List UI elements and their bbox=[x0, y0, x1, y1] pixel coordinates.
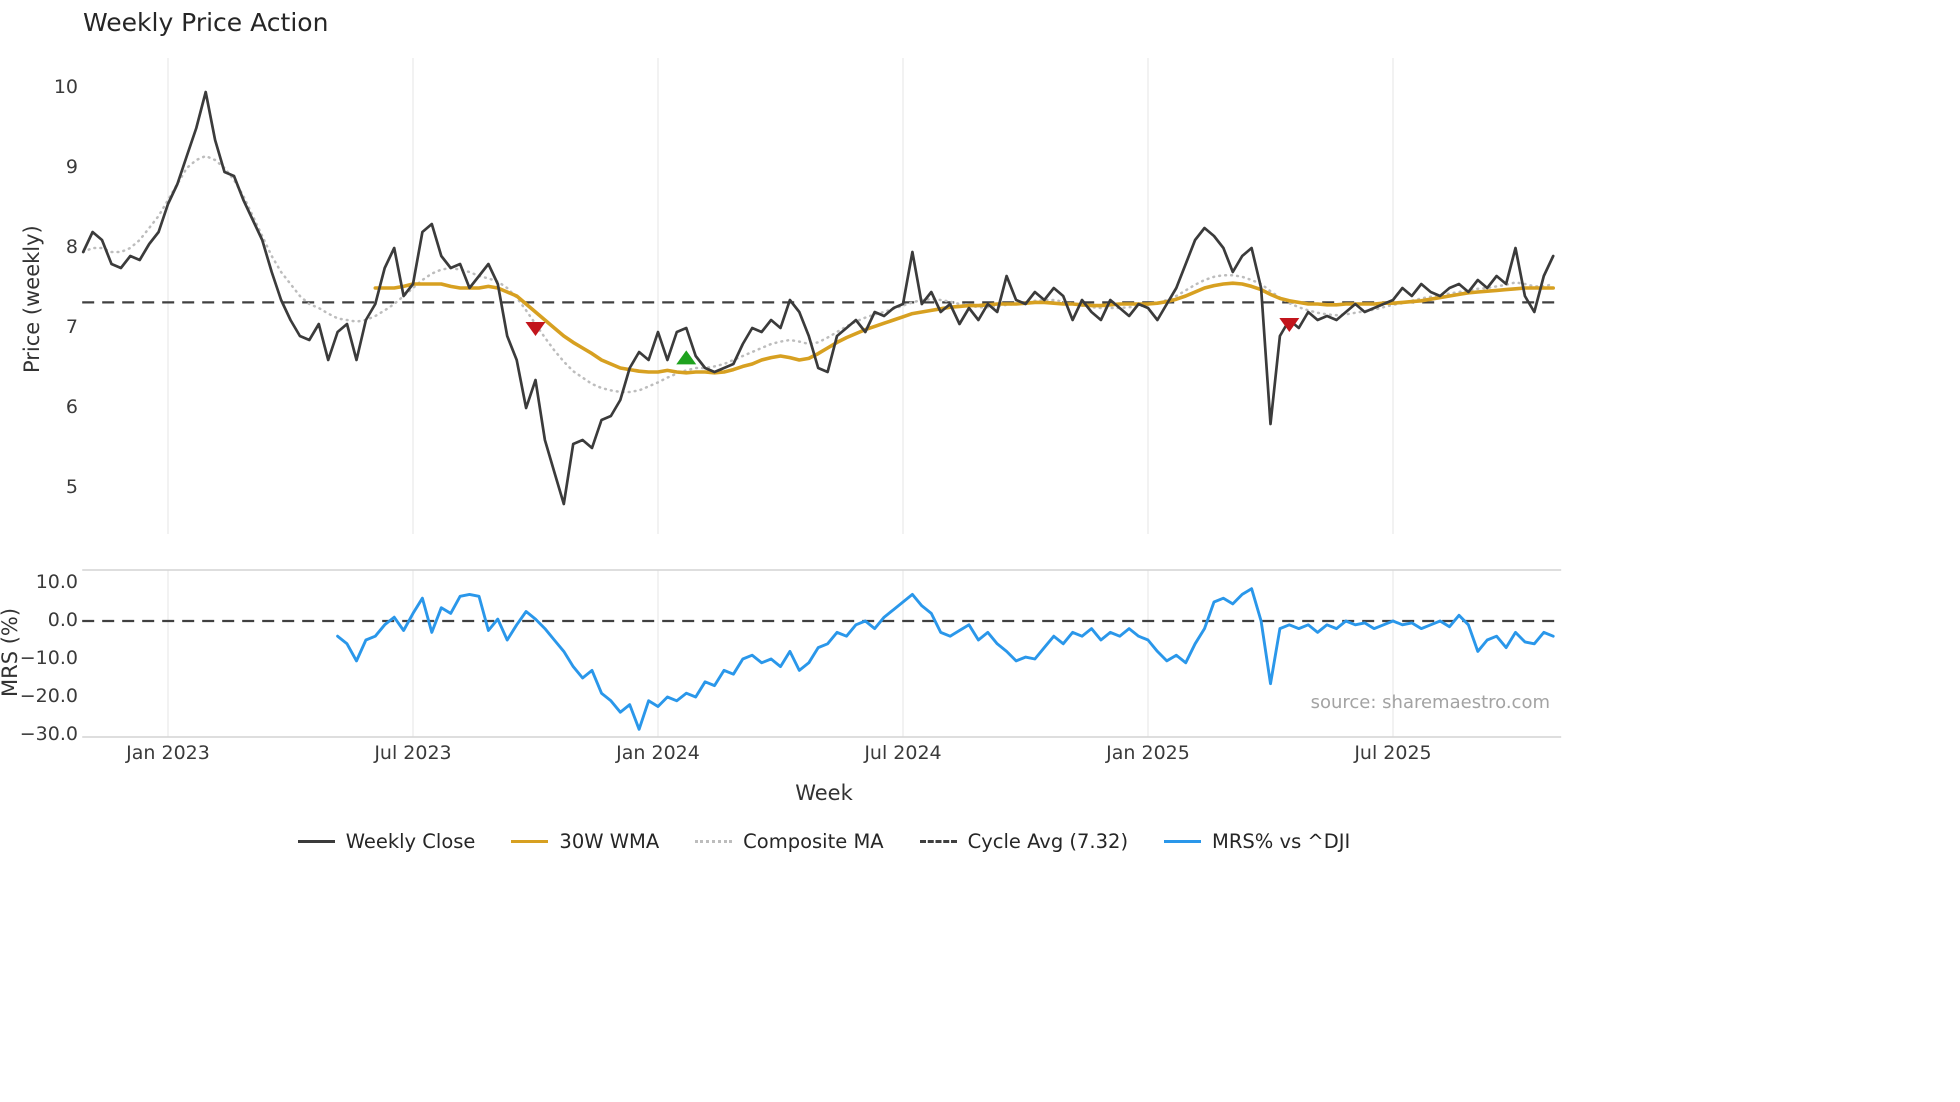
legend-label-weekly-close: Weekly Close bbox=[345, 830, 476, 853]
mrs-axis-label: MRS (%) bbox=[0, 607, 22, 697]
price-tick-8: 8 bbox=[65, 236, 78, 258]
x-tick-jul-2025: Jul 2025 bbox=[1354, 742, 1432, 764]
mrs-line bbox=[336, 587, 1555, 731]
signal-markers-group bbox=[525, 318, 1300, 365]
mrs-line-swatch-icon bbox=[1164, 840, 1202, 843]
mrs-tick-0: 0.0 bbox=[47, 609, 78, 631]
wma-line-swatch-icon bbox=[511, 840, 549, 843]
mrs-series-group bbox=[82, 587, 1562, 731]
legend-item-cycle-avg: Cycle Avg (7.32) bbox=[919, 830, 1129, 853]
composite-ma-line bbox=[81, 154, 1555, 394]
x-tick-jan-2023: Jan 2023 bbox=[126, 742, 210, 764]
mrs-tick-neg30: −30.0 bbox=[19, 723, 78, 745]
mrs-tick-10: 10.0 bbox=[35, 571, 78, 593]
weekly-close-line-swatch-icon bbox=[297, 840, 335, 843]
sell-signal-icon bbox=[1279, 318, 1300, 332]
x-tick-jan-2024: Jan 2024 bbox=[616, 742, 700, 764]
chart-title: Weekly Price Action bbox=[83, 8, 329, 37]
x-tick-jul-2024: Jul 2024 bbox=[864, 742, 942, 764]
price-tick-5: 5 bbox=[65, 476, 78, 498]
cycle-avg-swatch-icon bbox=[919, 840, 957, 843]
price-axis-label: Price (weekly) bbox=[20, 225, 44, 374]
price-tick-6: 6 bbox=[65, 396, 78, 418]
legend: Weekly Close 30W WMA Composite MA Cycle … bbox=[85, 830, 1563, 853]
price-tick-10: 10 bbox=[53, 76, 78, 98]
legend-item-weekly-close: Weekly Close bbox=[297, 830, 476, 853]
price-tick-7: 7 bbox=[65, 316, 78, 338]
legend-label-cycle-avg: Cycle Avg (7.32) bbox=[967, 830, 1129, 853]
price-series-group bbox=[81, 90, 1562, 506]
buy-signal-icon bbox=[676, 350, 697, 365]
legend-label-composite-ma: Composite MA bbox=[743, 830, 884, 853]
legend-item-30w-wma: 30W WMA bbox=[511, 830, 659, 853]
wma-30w-line bbox=[373, 281, 1555, 375]
legend-item-mrs: MRS% vs ^DJI bbox=[1164, 830, 1350, 853]
mrs-tick-neg20: −20.0 bbox=[19, 685, 78, 707]
legend-item-composite-ma: Composite MA bbox=[695, 830, 884, 853]
composite-ma-swatch-icon bbox=[695, 840, 733, 843]
x-tick-jul-2023: Jul 2023 bbox=[374, 742, 452, 764]
weekly-close-line bbox=[81, 90, 1555, 506]
mrs-tick-neg10: −10.0 bbox=[19, 647, 78, 669]
price-tick-9: 9 bbox=[65, 156, 78, 178]
source-watermark: source: sharemaestro.com bbox=[1310, 692, 1550, 713]
price-panel-gridlines bbox=[167, 58, 1394, 534]
sell-signal-icon bbox=[525, 322, 546, 336]
x-tick-jan-2025: Jan 2025 bbox=[1106, 742, 1190, 764]
legend-label-30w-wma: 30W WMA bbox=[559, 830, 660, 853]
legend-label-mrs: MRS% vs ^DJI bbox=[1212, 830, 1351, 853]
x-axis-label: Week bbox=[795, 781, 853, 805]
mrs-panel-gridlines bbox=[82, 569, 1562, 738]
